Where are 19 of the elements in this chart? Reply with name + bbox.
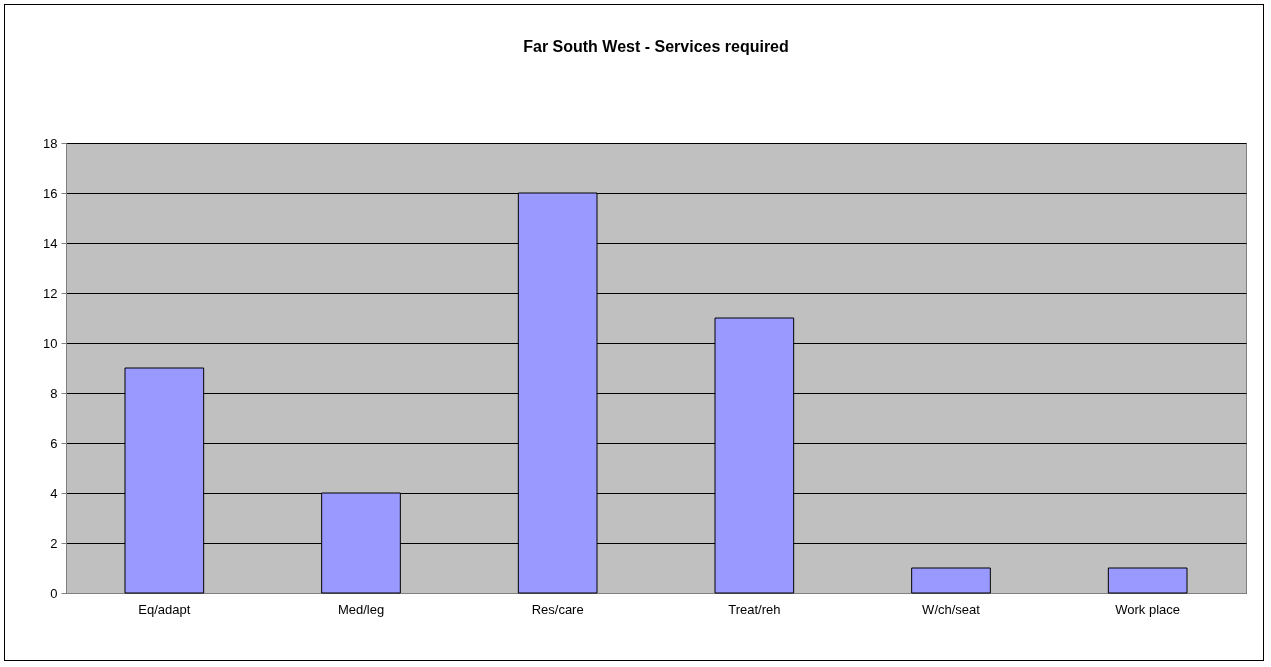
y-tick-label: 2 [50, 535, 58, 551]
y-tick-label: 6 [50, 435, 58, 451]
y-tick-label: 8 [50, 385, 58, 401]
bar [1107, 567, 1188, 594]
y-tick-label: 16 [43, 185, 58, 201]
x-tick-label: W/ch/seat [922, 601, 981, 617]
chart-title: Far South West - Services required [523, 38, 789, 55]
x-tick-label: Eq/adapt [138, 601, 191, 617]
y-tick-label: 14 [43, 235, 58, 251]
bar [911, 567, 991, 594]
y-tick-label: 10 [43, 335, 58, 351]
y-tick-label: 12 [43, 285, 58, 301]
x-tick-label: Res/care [531, 601, 584, 617]
x-tick-label: Work place [1115, 601, 1181, 617]
y-tick-label: 4 [50, 485, 58, 501]
y-tick-label: 18 [43, 135, 58, 151]
x-tick-label: Med/leg [337, 601, 385, 617]
x-tick-label: Treat/reh [728, 601, 781, 617]
y-tick-label: 0 [50, 585, 58, 601]
